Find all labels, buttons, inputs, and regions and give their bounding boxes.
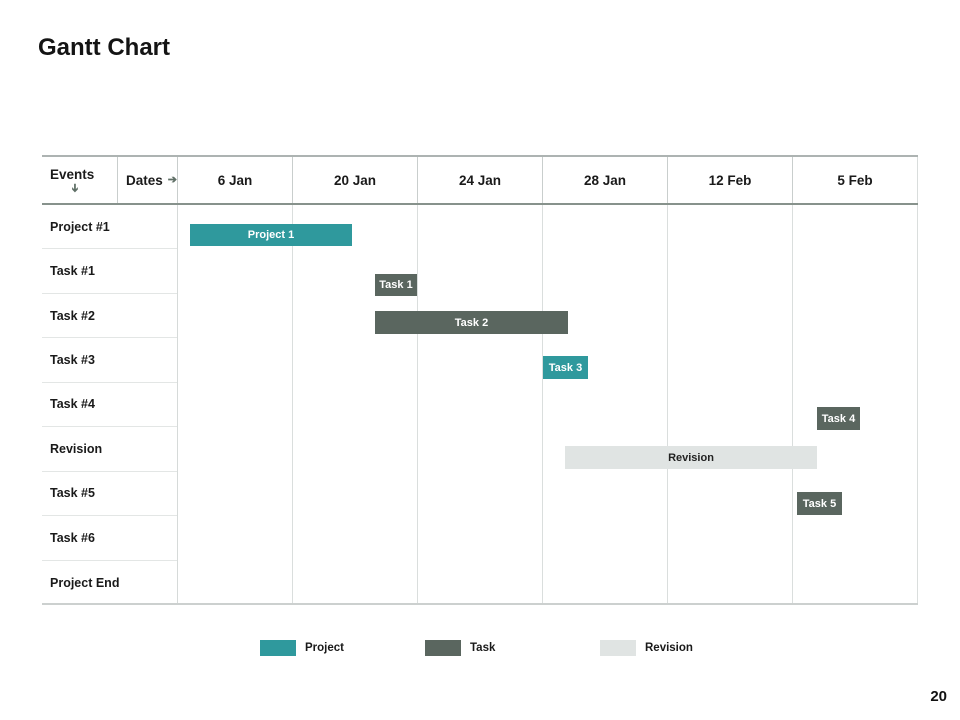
dates-label: Dates bbox=[126, 172, 163, 188]
legend-item-task: Task bbox=[425, 640, 495, 656]
gridline bbox=[667, 205, 668, 603]
row-label: Task #4 bbox=[42, 383, 177, 428]
row-label: Project #1 bbox=[42, 205, 177, 250]
legend-label: Task bbox=[470, 642, 496, 654]
gridline bbox=[792, 205, 793, 603]
down-arrow-icon: ➔ bbox=[68, 183, 81, 193]
legend-swatch-revision bbox=[600, 640, 636, 656]
date-column-header: 24 Jan bbox=[418, 157, 543, 203]
legend-item-project: Project bbox=[260, 640, 344, 656]
row-label: Project End bbox=[50, 575, 120, 590]
right-arrow-icon: ➔ bbox=[167, 174, 177, 186]
gantt-bar-task-3: Task 3 bbox=[543, 356, 588, 379]
row-label: Task #6 bbox=[42, 516, 177, 561]
row-label: Task #2 bbox=[42, 294, 177, 339]
dates-column-header: Dates ➔ bbox=[118, 157, 178, 203]
legend-swatch-project bbox=[260, 640, 296, 656]
gantt-bar-task-1: Task 1 bbox=[375, 274, 417, 296]
row-label: Task #1 bbox=[42, 249, 177, 294]
gridline bbox=[917, 205, 918, 603]
date-column-header: 12 Feb bbox=[668, 157, 793, 203]
row-label: Task #5 bbox=[42, 472, 177, 517]
row-label: Task #3 bbox=[42, 338, 177, 383]
gantt-bar-project-1: Project 1 bbox=[190, 224, 352, 246]
chart-area: Project 1 Task 1 Task 2 Task 3 Task 4 Revisio… bbox=[178, 205, 918, 603]
page-title: Gantt Chart bbox=[38, 34, 170, 61]
events-label: Events bbox=[50, 167, 95, 182]
gantt-table: Events ➔ Dates ➔ 6 Jan 20 Jan 24 Jan 28 Jan… bbox=[42, 155, 918, 605]
date-column-header: 5 Feb bbox=[793, 157, 918, 203]
gantt-body: Project #1 Task #1 Task #2 Task #3 Task #4 Re… bbox=[42, 205, 918, 605]
legend-swatch-task bbox=[425, 640, 461, 656]
page-number: 20 bbox=[930, 688, 947, 705]
legend-label: Revision bbox=[645, 642, 693, 654]
gantt-bar-task-4: Task 4 bbox=[817, 407, 860, 430]
date-column-header: 28 Jan bbox=[543, 157, 668, 203]
legend-item-revision: Revision bbox=[600, 640, 693, 656]
events-column-header: Events ➔ bbox=[42, 157, 118, 203]
gantt-header-row: Events ➔ Dates ➔ 6 Jan 20 Jan 24 Jan 28 Jan… bbox=[42, 155, 918, 205]
gridline bbox=[542, 205, 543, 603]
date-column-header: 6 Jan bbox=[178, 157, 293, 203]
date-column-header: 20 Jan bbox=[293, 157, 418, 203]
legend: Project Task Revision bbox=[0, 640, 960, 660]
row-label: Revision bbox=[42, 427, 177, 472]
gantt-bar-task-5: Task 5 bbox=[797, 492, 842, 515]
legend-label: Project bbox=[305, 642, 344, 654]
gridline bbox=[292, 205, 293, 603]
gantt-bar-task-2: Task 2 bbox=[375, 311, 568, 334]
gridline bbox=[417, 205, 418, 603]
row-labels-column: Project #1 Task #1 Task #2 Task #3 Task #4 Re… bbox=[42, 205, 178, 603]
gantt-bar-revision: Revision bbox=[565, 446, 817, 469]
